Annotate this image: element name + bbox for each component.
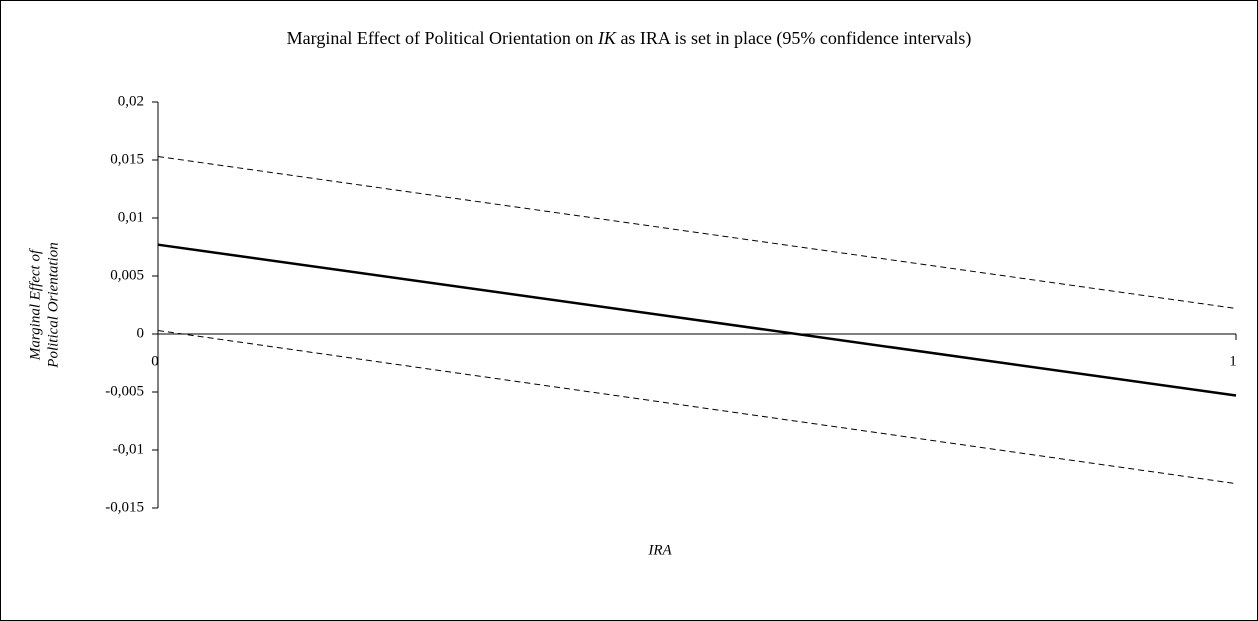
y-tick-label: -0,005 — [105, 383, 144, 399]
y-tick-label: -0,015 — [105, 499, 144, 515]
y-tick-label: -0,01 — [113, 441, 144, 457]
title-part: as IRA is set in place (95% confidence i… — [616, 28, 971, 49]
chart-title: Marginal Effect of Political Orientation… — [287, 28, 972, 49]
x-tick-label: 1 — [1229, 353, 1237, 369]
y-axis-label-line: Political Orientation — [45, 242, 61, 368]
y-tick-label: 0 — [137, 325, 145, 341]
y-tick-label: 0,005 — [110, 267, 144, 283]
series-line — [157, 243, 1237, 397]
y-axis-label-line: Marginal Effect of — [27, 248, 43, 361]
y-tick-label: 0,02 — [118, 93, 144, 109]
series-line — [157, 156, 1237, 309]
title-part: IK — [597, 28, 617, 48]
y-axis-label: Marginal Effect of Political Orientation — [27, 242, 61, 368]
title-part: Marginal Effect of Political Orientation… — [287, 28, 598, 48]
y-tick-label: 0,015 — [110, 151, 144, 167]
x-axis-label: IRA — [647, 542, 672, 558]
series-line — [157, 330, 1237, 485]
y-tick-label: 0,01 — [118, 209, 144, 225]
x-tick-label: 0 — [151, 353, 159, 369]
